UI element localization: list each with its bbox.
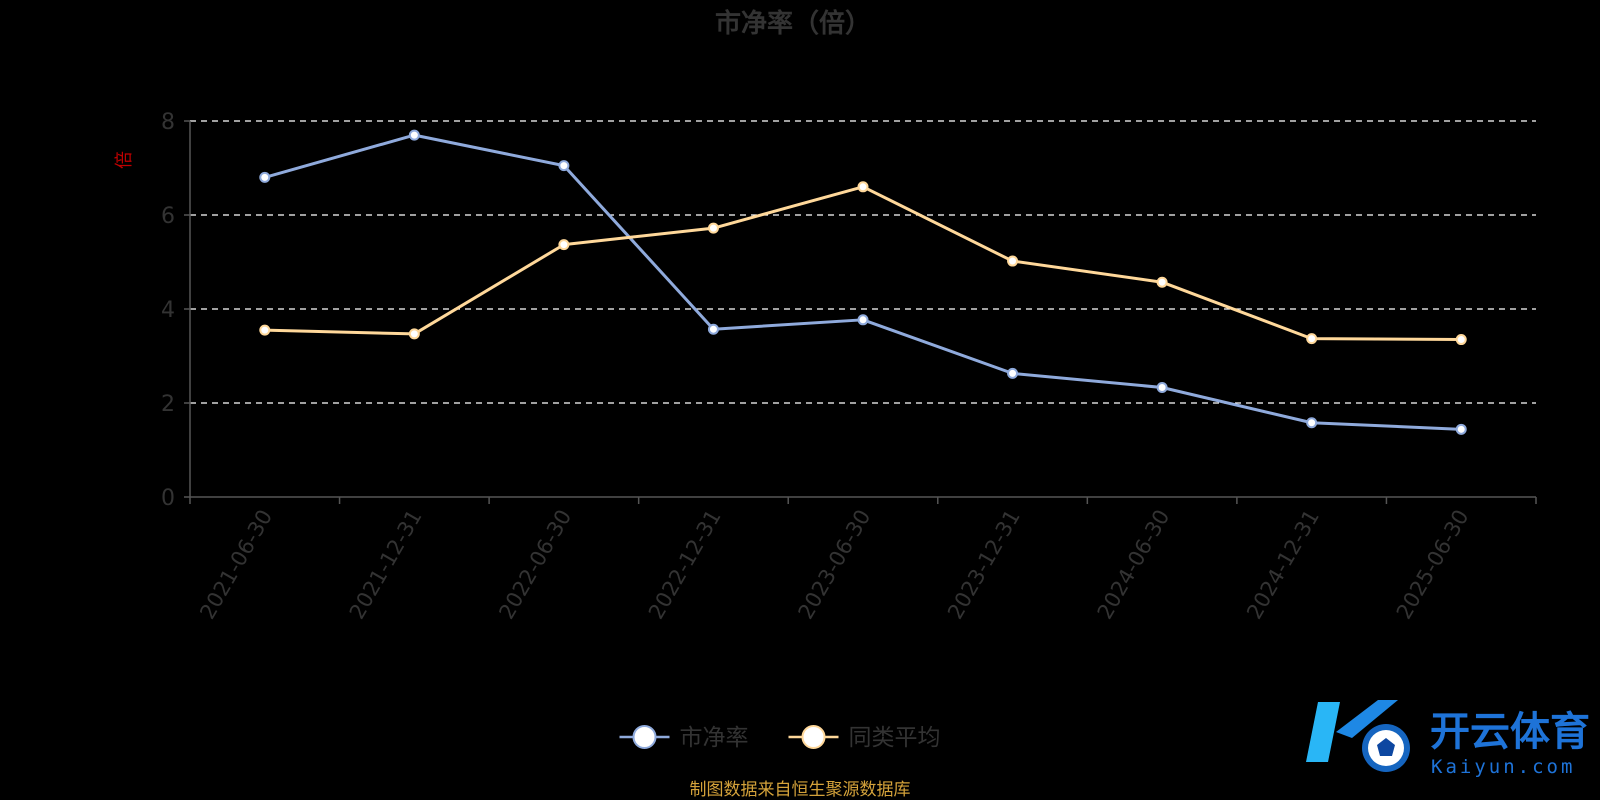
x-tick-label: 2023-06-30 <box>794 506 876 624</box>
data-point[interactable] <box>408 328 420 340</box>
series-1 <box>259 129 1467 435</box>
grid-lines <box>190 120 1536 404</box>
legend-marker <box>632 725 657 749</box>
legend-item[interactable]: 同类平均 <box>788 725 941 751</box>
axes: 0 2 4 6 8 2021-06-30 2021-12-31 2022-06-30 2022-… <box>161 110 1537 624</box>
x-tick-label: 2024-12-31 <box>1242 506 1324 624</box>
source-note: 制图数据来自恒生聚源数据库 <box>690 780 911 800</box>
y-tick-label: 4 <box>161 298 175 323</box>
y-axis-unit-label: 倍 <box>114 151 135 169</box>
legend-item[interactable]: 市净率 <box>619 725 749 751</box>
data-point[interactable] <box>707 222 719 234</box>
data-point[interactable] <box>259 324 271 336</box>
y-tick-label: 0 <box>161 486 175 511</box>
data-point[interactable] <box>1455 423 1467 435</box>
data-point[interactable] <box>558 239 570 251</box>
x-tick-label: 2021-12-31 <box>345 506 427 624</box>
y-tick-label: 6 <box>161 204 175 229</box>
watermark-brand-cn: 开云体育 <box>1430 709 1590 755</box>
watermark-brand-en: Kaiyun.com <box>1431 756 1575 778</box>
y-tick-label: 8 <box>161 110 175 135</box>
legend-marker <box>801 725 826 749</box>
x-tick-label: 2024-06-30 <box>1093 506 1175 624</box>
x-tick-label: 2023-12-31 <box>943 506 1025 624</box>
data-point[interactable] <box>857 314 869 326</box>
x-tick-label: 2025-06-30 <box>1392 506 1474 624</box>
series-line <box>264 133 1462 431</box>
data-point[interactable] <box>1455 334 1467 346</box>
x-tick-label: 2021-06-30 <box>195 506 277 624</box>
data-point[interactable] <box>1156 276 1168 288</box>
data-point[interactable] <box>1156 381 1168 393</box>
data-point[interactable] <box>1007 255 1019 267</box>
legend[interactable]: 市净率 同类平均 <box>619 725 941 751</box>
legend-label: 同类平均 <box>849 725 941 751</box>
data-point[interactable] <box>408 129 420 141</box>
data-point[interactable] <box>1306 417 1318 429</box>
data-point[interactable] <box>707 323 719 335</box>
watermark-logo: 开云体育 Kaiyun.com <box>1306 700 1590 778</box>
kaiyun-logo-icon <box>1306 700 1410 772</box>
data-point[interactable] <box>857 181 869 193</box>
data-point[interactable] <box>1007 367 1019 379</box>
data-point[interactable] <box>558 160 570 172</box>
data-point[interactable] <box>259 171 271 183</box>
x-tick-label: 2022-12-31 <box>644 506 726 624</box>
data-point[interactable] <box>1306 333 1318 345</box>
x-tick-label: 2022-06-30 <box>494 506 576 624</box>
legend-label: 市净率 <box>680 725 749 751</box>
y-tick-label: 2 <box>161 392 175 417</box>
series-layer <box>259 129 1467 435</box>
series-2 <box>259 181 1467 346</box>
chart-title: 市净率（倍） <box>715 8 871 39</box>
